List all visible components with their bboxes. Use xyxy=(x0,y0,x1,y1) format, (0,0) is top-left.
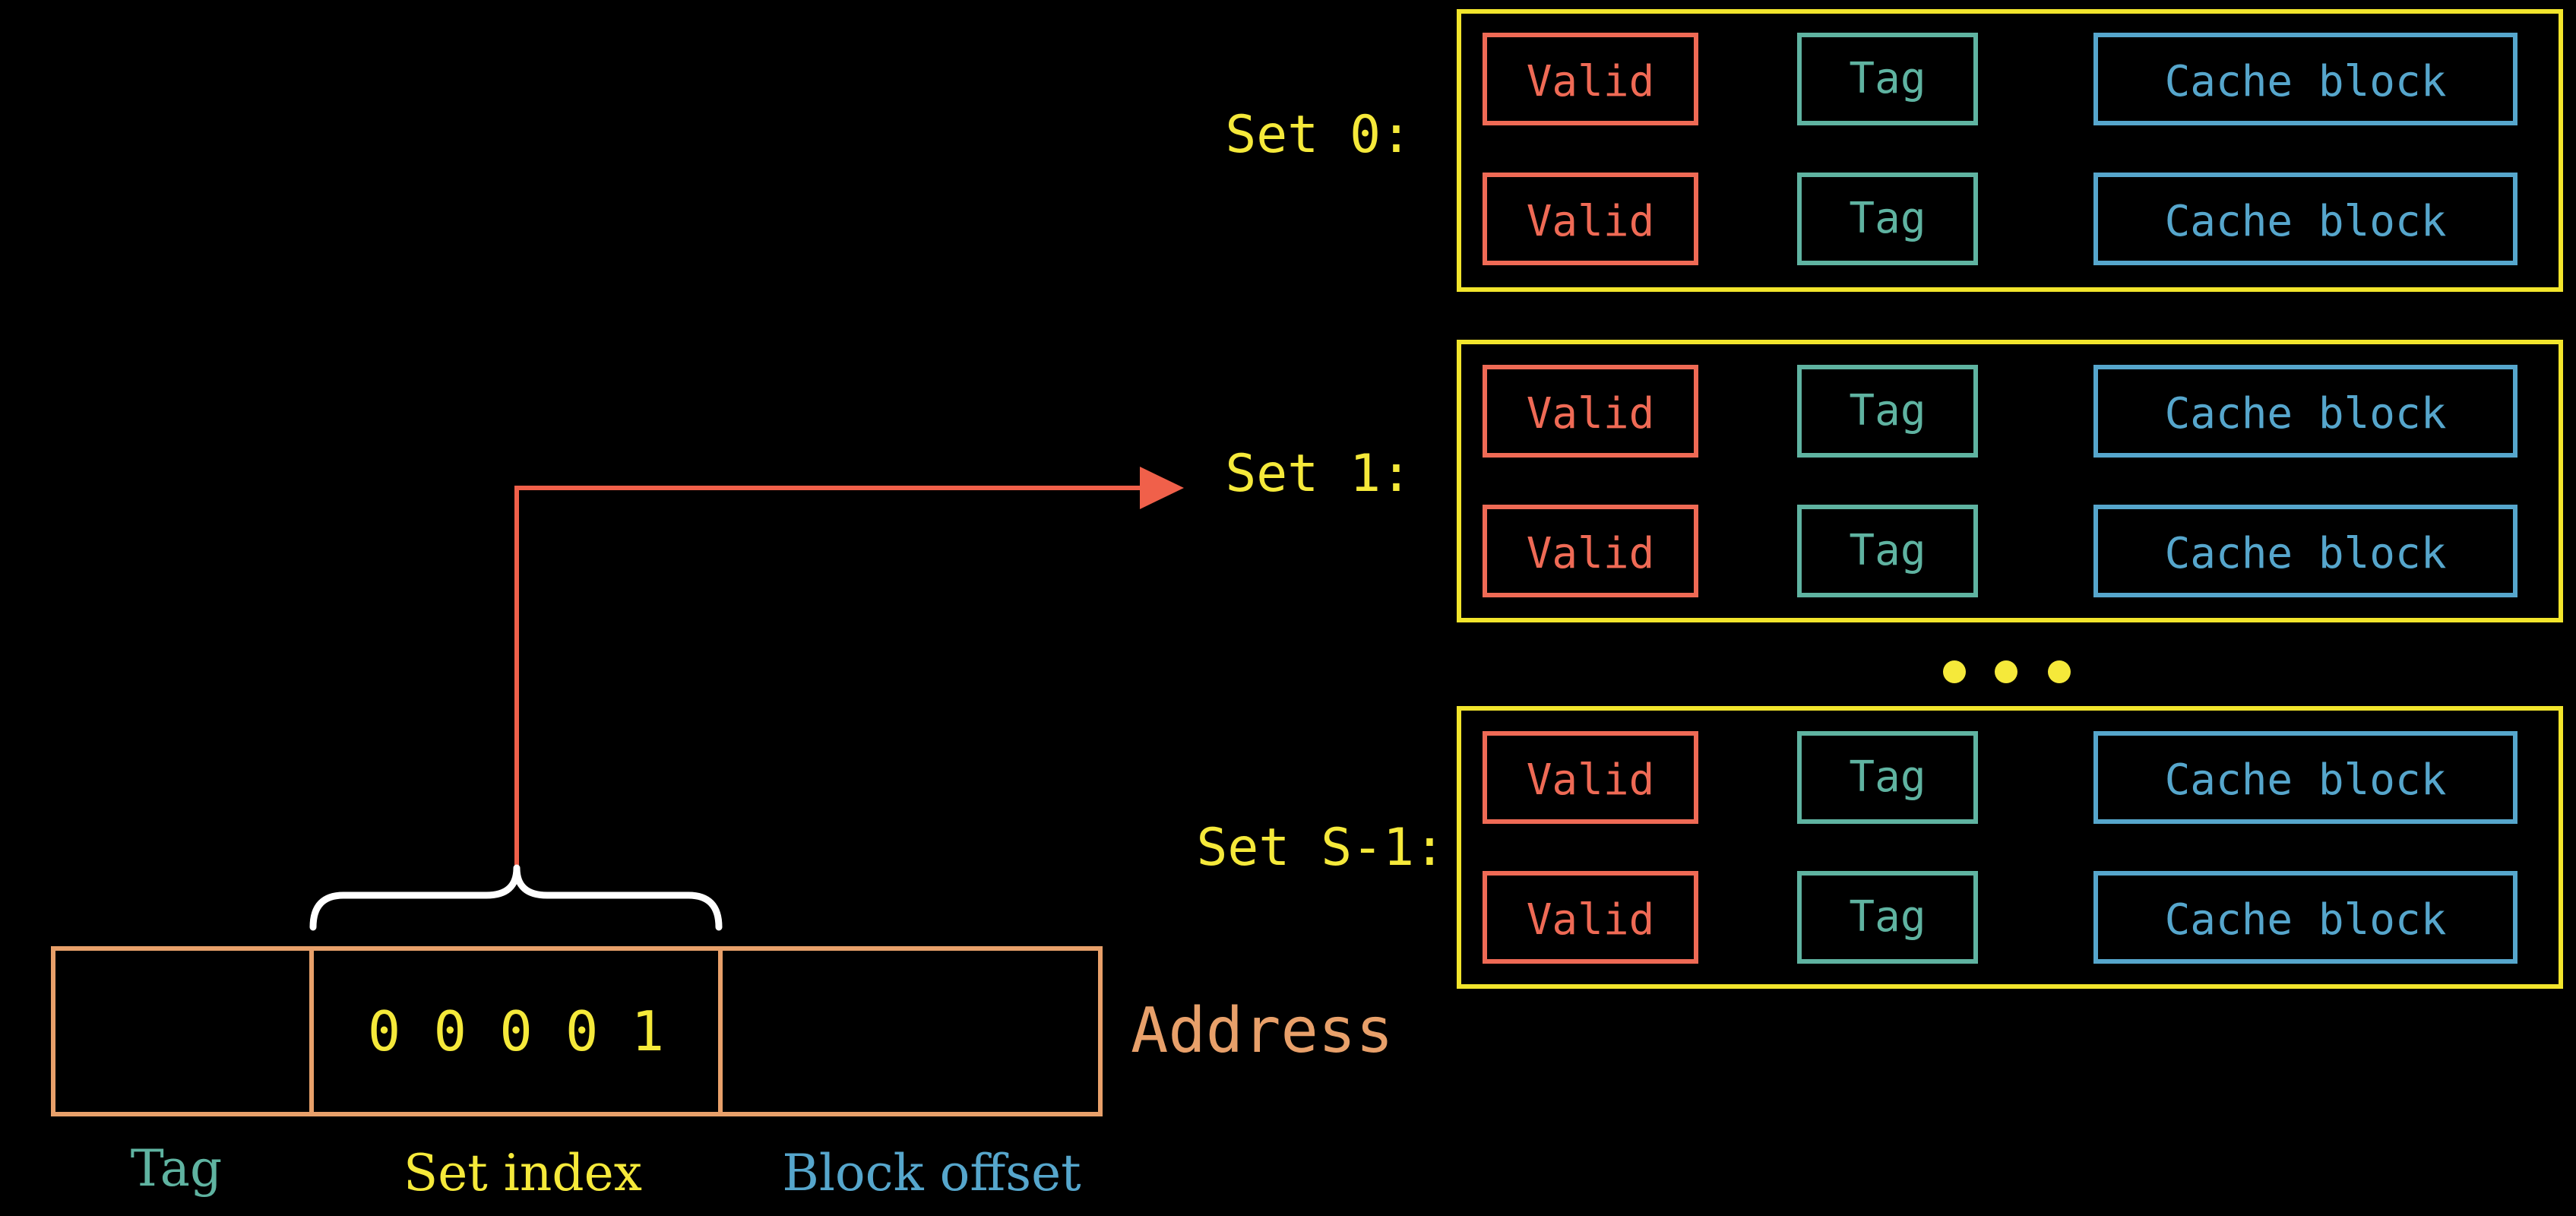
cache-block-label: Cache block xyxy=(2165,755,2447,805)
tag-label: Tag xyxy=(1849,752,1926,802)
tag-label: Tag xyxy=(1849,892,1926,942)
cache-block-box xyxy=(2093,173,2517,265)
curly-brace-icon xyxy=(309,864,723,931)
cache-block-label: Cache block xyxy=(2165,389,2447,439)
cache-block-box xyxy=(2093,731,2517,824)
set-0: Set 0: Valid Tag Cache block Valid Tag C… xyxy=(1225,9,2563,292)
field-label-set-index: Set index xyxy=(403,1144,642,1202)
valid-bit-box xyxy=(1483,731,1698,824)
valid-bit-label: Valid xyxy=(1527,529,1655,578)
tag-box xyxy=(1797,871,1978,964)
cache-block-label: Cache block xyxy=(2165,57,2447,106)
cache-block-label: Cache block xyxy=(2165,529,2447,578)
address-block-offset-field xyxy=(718,946,1103,1116)
arrow-line xyxy=(514,486,1141,866)
cache-block-label: Cache block xyxy=(2165,895,2447,945)
cache-block-box xyxy=(2093,505,2517,597)
cache-block-box xyxy=(2093,33,2517,125)
set-s-minus-1: Set S-1: Valid Tag Cache block Valid Tag… xyxy=(1196,706,2563,989)
field-label-block-offset: Block offset xyxy=(782,1144,1081,1202)
tag-label: Tag xyxy=(1849,194,1926,243)
ellipsis-dots-icon xyxy=(1943,660,2071,683)
tag-label: Tag xyxy=(1849,526,1926,575)
valid-bit-label: Valid xyxy=(1527,895,1655,945)
valid-bit-box xyxy=(1483,365,1698,458)
cache-block-box xyxy=(2093,365,2517,458)
cache-line: Valid Tag Cache block xyxy=(1483,731,2517,824)
cache-block-box xyxy=(2093,871,2517,964)
valid-bit-label: Valid xyxy=(1527,389,1655,439)
cache-line: Valid Tag Cache block xyxy=(1483,871,2517,964)
set-index-arrow xyxy=(514,467,1184,866)
set-1: Set 1: Valid Tag Cache block Valid Tag C… xyxy=(1225,340,2563,622)
cache-line: Valid Tag Cache block xyxy=(1483,365,2517,458)
tag-label: Tag xyxy=(1849,54,1926,103)
tag-box xyxy=(1797,365,1978,458)
set-s-minus-1-frame xyxy=(1457,706,2563,989)
valid-bit-box xyxy=(1483,505,1698,597)
address: 0 0 0 0 1 Address Tag Set index Block of… xyxy=(51,946,1394,1202)
tag-box xyxy=(1797,33,1978,125)
arrow-head-icon xyxy=(1140,467,1184,509)
valid-bit-box xyxy=(1483,173,1698,265)
valid-bit-label: Valid xyxy=(1527,197,1655,246)
cache-line: Valid Tag Cache block xyxy=(1483,505,2517,597)
field-label-tag: Tag xyxy=(131,1139,223,1198)
valid-bit-label: Valid xyxy=(1527,755,1655,805)
cache-line: Valid Tag Cache block xyxy=(1483,33,2517,125)
tag-box xyxy=(1797,173,1978,265)
valid-bit-box xyxy=(1483,871,1698,964)
set-index-bits: 0 0 0 0 1 xyxy=(368,999,664,1063)
set-0-frame xyxy=(1457,9,2563,292)
valid-bit-label: Valid xyxy=(1527,57,1655,106)
address-tag-field xyxy=(51,946,314,1116)
tag-box xyxy=(1797,505,1978,597)
address-label: Address xyxy=(1131,995,1394,1067)
set-s-minus-1-label: Set S-1: xyxy=(1196,818,1445,878)
cache-block-label: Cache block xyxy=(2165,197,2447,246)
set-1-frame xyxy=(1457,340,2563,622)
valid-bit-box xyxy=(1483,33,1698,125)
cache-line: Valid Tag Cache block xyxy=(1483,173,2517,265)
tag-label: Tag xyxy=(1849,386,1926,435)
set-1-label: Set 1: xyxy=(1225,444,1412,504)
set-0-label: Set 0: xyxy=(1225,105,1412,165)
tag-box xyxy=(1797,731,1978,824)
